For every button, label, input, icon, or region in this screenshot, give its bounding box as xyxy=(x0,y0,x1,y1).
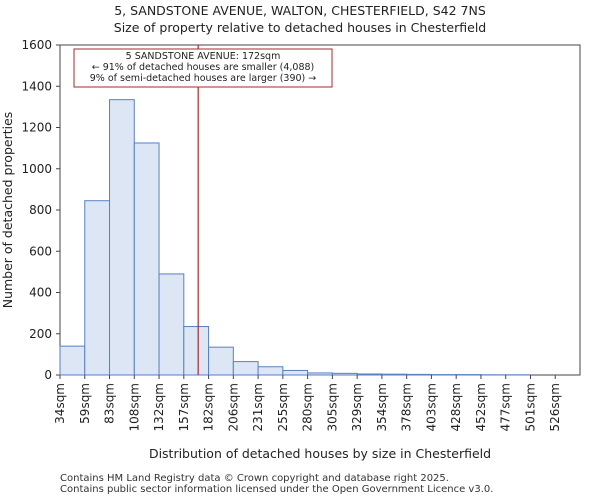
bar xyxy=(381,373,408,376)
x-tick-label: 452sqm xyxy=(474,383,488,431)
y-tick-label: 0 xyxy=(44,368,52,382)
y-tick-label: 1000 xyxy=(21,162,52,176)
x-tick-label: 59sqm xyxy=(78,383,92,424)
bar xyxy=(406,373,432,376)
x-tick-label: 280sqm xyxy=(301,383,315,431)
bar xyxy=(183,326,210,376)
x-tick-label: 305sqm xyxy=(325,383,339,431)
y-tick-label: 800 xyxy=(29,203,52,217)
y-tick-label: 200 xyxy=(29,327,52,341)
annotation-line: 9% of semi-detached houses are larger (3… xyxy=(90,73,317,84)
bar xyxy=(109,99,135,376)
y-axis-label: Number of detached properties xyxy=(0,112,15,309)
x-tick-label: 34sqm xyxy=(53,383,67,424)
bar xyxy=(158,273,185,376)
annotation-box xyxy=(73,48,333,88)
x-tick-label: 108sqm xyxy=(127,383,141,431)
x-tick-label: 329sqm xyxy=(350,383,364,431)
footer-line-1: Contains HM Land Registry data © Crown c… xyxy=(60,473,449,484)
footer-line-2: Contains public sector information licen… xyxy=(60,484,494,495)
bar xyxy=(232,361,259,376)
y-tick-label: 1400 xyxy=(21,79,52,93)
chart-title: 5, SANDSTONE AVENUE, WALTON, CHESTERFIEL… xyxy=(114,3,486,18)
y-tick-label: 1200 xyxy=(21,121,52,135)
x-tick-label: 182sqm xyxy=(202,383,216,431)
x-tick-label: 526sqm xyxy=(548,383,562,431)
bar xyxy=(84,200,111,376)
annotation-line: ← 91% of detached houses are smaller (4,… xyxy=(92,62,315,73)
y-tick-label: 1600 xyxy=(21,38,52,52)
y-tick-label: 400 xyxy=(29,286,52,300)
bar xyxy=(257,366,284,376)
x-tick-label: 428sqm xyxy=(449,383,463,431)
x-tick-label: 206sqm xyxy=(226,383,240,431)
y-tick-label: 600 xyxy=(29,244,52,258)
x-axis-label: Distribution of detached houses by size … xyxy=(149,446,491,461)
x-tick-label: 157sqm xyxy=(177,383,191,431)
bar xyxy=(356,373,383,376)
x-tick-label: 354sqm xyxy=(375,383,389,431)
bar xyxy=(282,369,309,376)
x-tick-label: 378sqm xyxy=(400,383,414,431)
x-tick-label: 403sqm xyxy=(424,383,438,431)
chart-subtitle: Size of property relative to detached ho… xyxy=(114,20,486,35)
x-tick-label: 255sqm xyxy=(276,383,290,431)
bar xyxy=(133,142,160,376)
x-tick-label: 477sqm xyxy=(499,383,513,431)
bar xyxy=(307,372,333,376)
x-tick-label: 132sqm xyxy=(152,383,166,431)
plot-area: 0 200 400 600 800 1000 1200 1400 1600 34sqm 59sqm 8… xyxy=(21,38,581,431)
bar xyxy=(208,346,234,376)
x-tick-label: 501sqm xyxy=(523,383,537,431)
x-tick-label: 231sqm xyxy=(251,383,265,431)
x-tick-label: 83sqm xyxy=(103,383,117,424)
bar xyxy=(59,345,86,376)
annotation-line: 5 SANDSTONE AVENUE: 172sqm xyxy=(126,51,281,62)
bar xyxy=(331,372,358,376)
